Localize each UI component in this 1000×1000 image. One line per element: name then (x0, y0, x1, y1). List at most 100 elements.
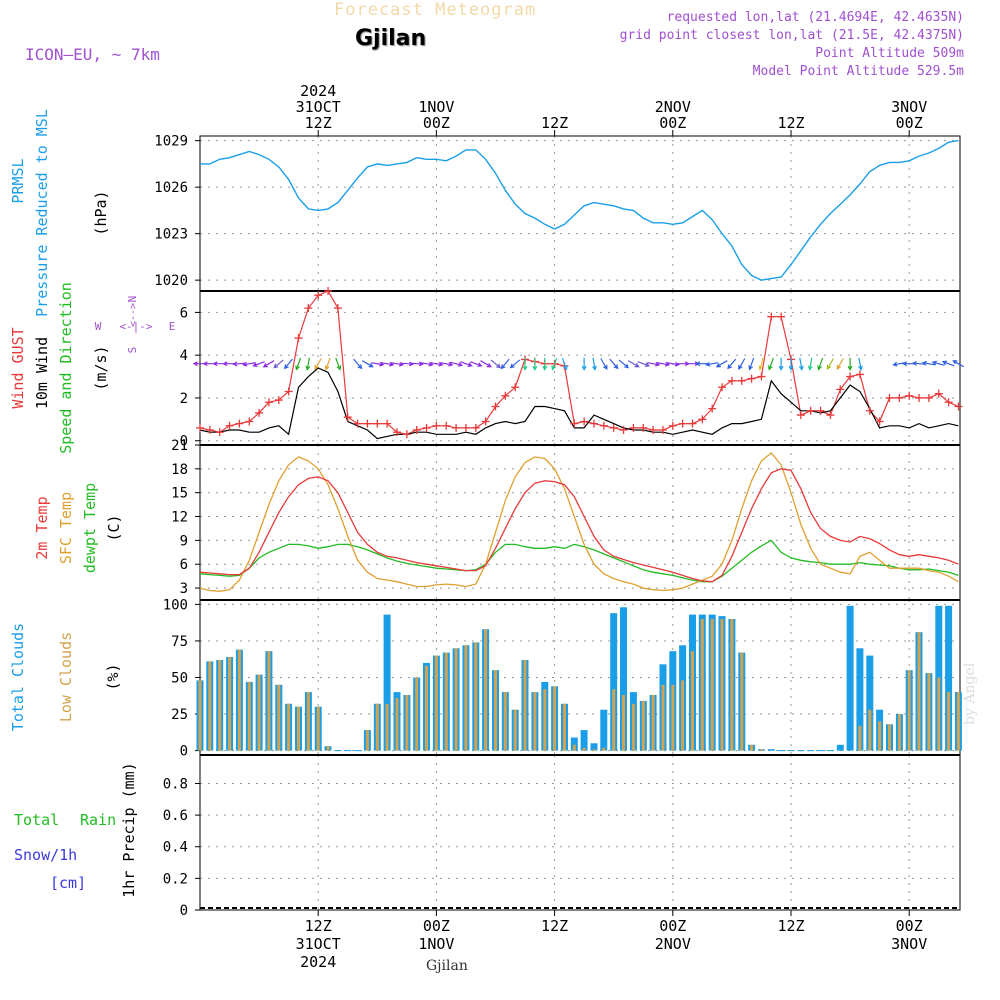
time-label-top: 31OCT (296, 98, 341, 116)
low-cloud-bar (444, 652, 448, 751)
wind-direction-arrow (581, 357, 587, 371)
low-cloud-bar (602, 747, 606, 751)
gust-point (816, 406, 825, 415)
y-tick-label: 1023 (154, 227, 188, 243)
gust-point (718, 383, 727, 392)
wind-direction-arrow (509, 359, 521, 369)
gust-point (402, 430, 411, 439)
gust-point (944, 398, 953, 407)
low-cloud-bar (947, 692, 951, 751)
y-tick-label: 100 (163, 597, 188, 613)
wind-direction-arrow (314, 358, 322, 370)
low-cloud-bar (858, 725, 862, 751)
low-cloud-bar (228, 657, 232, 751)
gust-point (491, 402, 500, 411)
low-cloud-bar (434, 655, 438, 751)
low-cloud-bar (553, 686, 557, 751)
low-cloud-bar (671, 684, 675, 751)
wind-direction-arrow (817, 357, 824, 371)
y-tick-label: 2 (180, 391, 188, 407)
gust-point (373, 419, 382, 428)
wind-direction-arrow (522, 357, 528, 371)
low-cloud-bar (878, 721, 882, 751)
wind-direction-arrow (381, 361, 395, 367)
gust-point (432, 421, 441, 430)
low-clouds-label: Low Clouds (57, 632, 75, 722)
low-cloud-bar (208, 661, 212, 751)
gust-point (304, 304, 313, 313)
time-label-bottom: 12Z (305, 917, 332, 935)
low-cloud-bar (730, 619, 734, 751)
panel-pressure: 1020 1023 1026 1029 (154, 134, 960, 291)
y-tick-label: 6 (180, 557, 188, 573)
gust-point (196, 423, 204, 432)
gust-point (452, 423, 461, 432)
low-cloud-bar (592, 749, 596, 751)
low-cloud-bar (218, 660, 222, 751)
total-cloud-bar (945, 605, 953, 751)
low-cloud-bar (622, 695, 625, 751)
gust-point (629, 423, 638, 432)
panel-wind: 0 2 4 6 (180, 291, 960, 450)
wind-direction-arrow (420, 361, 434, 367)
wind-direction-arrow (788, 357, 794, 371)
panel-frame-pressure (199, 135, 961, 292)
total-cloud-bar (580, 730, 588, 751)
y-tick-label: 0.4 (163, 840, 188, 856)
y-tick-label: 50 (171, 671, 188, 687)
wind-direction-arrow (305, 357, 311, 371)
wind-direction-arrow (335, 357, 342, 371)
wind-direction-arrow (778, 357, 784, 371)
low-cloud-bar (631, 703, 635, 751)
low-cloud-bar (572, 744, 576, 751)
y-tick-label: 0 (180, 744, 188, 760)
wind-direction-arrow (836, 358, 844, 370)
low-cloud-bar (710, 619, 714, 751)
precip-units: 1hr Precip (mm) (120, 762, 138, 897)
compass-we-arrow: <-|-> (119, 320, 152, 333)
time-label-bottom: 00Z (896, 917, 923, 935)
wind-direction-arrow (480, 360, 492, 368)
low-cloud-bar (641, 700, 645, 751)
y-tick-label: 15 (171, 486, 188, 502)
wind-direction-arrow (609, 358, 619, 370)
low-cloud-bar (720, 619, 724, 751)
gust-point (274, 396, 283, 405)
gust-point (767, 312, 776, 321)
wind-direction-arrow (353, 358, 363, 370)
gust-point (924, 393, 933, 402)
location-title: Gjilan (355, 26, 427, 51)
gust-point (826, 411, 835, 420)
dewpt-label: dewpt Temp (81, 483, 99, 573)
clouds-units: (%) (104, 663, 122, 690)
y-tick-label: 0 (180, 903, 188, 919)
time-label-top: 00Z (423, 114, 450, 132)
total-cloud-bar (570, 737, 578, 751)
y-tick-label: 18 (171, 462, 188, 478)
temp-units: (C) (105, 514, 123, 541)
total-cloud-bar (383, 614, 391, 751)
gust-point (461, 423, 470, 432)
gust-point (245, 417, 254, 426)
gust-point (846, 372, 855, 381)
wind-direction-arrow (768, 357, 774, 371)
wind-direction-arrow (705, 361, 719, 367)
gust-point (363, 419, 372, 428)
wind-direction-arrow (911, 361, 926, 366)
wind-direction-arrow (941, 360, 955, 367)
gust-point (619, 426, 628, 435)
wind-direction-arrow (542, 357, 548, 371)
wind-direction-arrow (532, 357, 538, 371)
low-cloud-bar (681, 680, 685, 751)
gust-point (215, 428, 224, 437)
total-cloud-bar (856, 648, 864, 751)
time-label-bottom: 31OCT (296, 935, 341, 953)
pressure-label-2: Pressure Reduced to MSL (33, 109, 51, 317)
pressure-series-line (200, 139, 959, 281)
low-cloud-bar (868, 709, 872, 751)
low-cloud-bar (700, 619, 704, 751)
gust-point (708, 404, 717, 413)
gust-point (639, 423, 648, 432)
wind-direction-arrow (826, 358, 834, 370)
gust-point (757, 372, 766, 381)
